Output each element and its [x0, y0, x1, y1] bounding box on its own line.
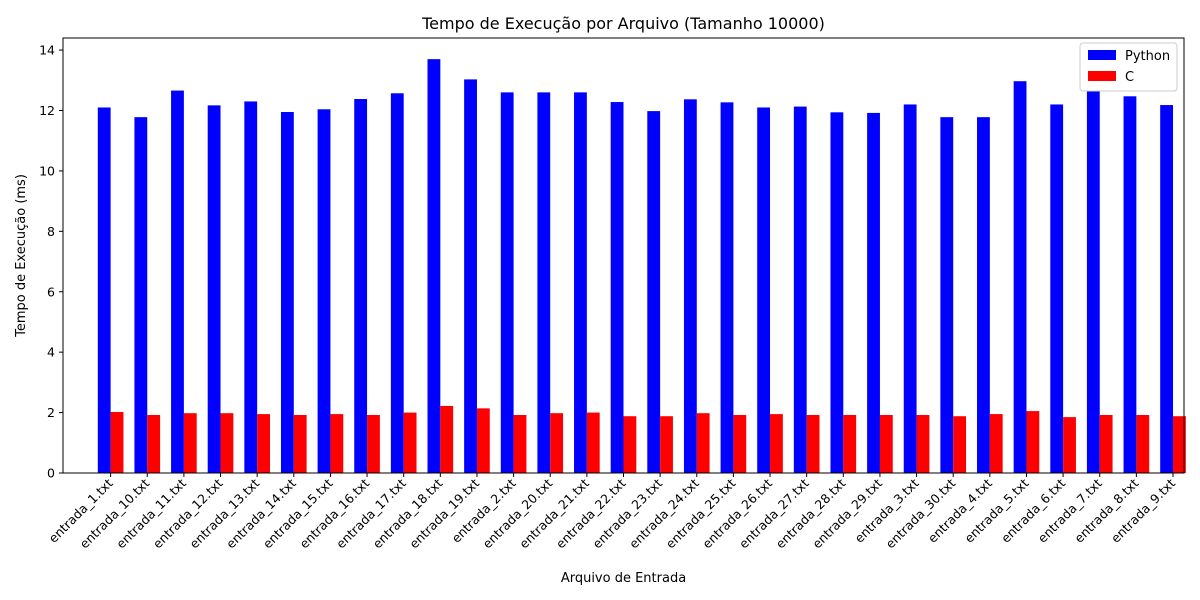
x-tick-label: entrada_6.txt — [998, 475, 1068, 545]
x-tick-label: entrada_5.txt — [961, 475, 1031, 545]
bar-python-4 — [207, 105, 221, 474]
bar-python-23 — [903, 104, 917, 474]
y-tick-label: 4 — [47, 345, 55, 360]
bar-c-1 — [110, 411, 124, 473]
x-tick-label: entrada_2.txt — [449, 475, 519, 545]
legend-swatch-python — [1088, 50, 1116, 60]
legend-label-c: C — [1125, 70, 1134, 85]
bar-c-29 — [1136, 415, 1150, 473]
bar-python-28 — [1086, 85, 1100, 473]
bar-c-15 — [623, 416, 637, 473]
bar-c-17 — [696, 413, 710, 473]
bar-python-1 — [97, 107, 111, 473]
bar-c-10 — [440, 405, 454, 473]
bar-python-18 — [720, 102, 734, 473]
bar-c-13 — [550, 413, 564, 473]
bar-python-25 — [977, 117, 990, 474]
bar-python-8 — [354, 99, 368, 474]
x-axis-label: Arquivo de Entrada — [561, 571, 686, 586]
bar-python-13 — [537, 92, 551, 474]
bar-c-30 — [1173, 416, 1186, 473]
y-tick-label: 10 — [39, 163, 55, 178]
bar-python-10 — [427, 59, 441, 474]
bar-c-25 — [989, 414, 1003, 473]
bar-c-11 — [476, 408, 490, 473]
bar-python-29 — [1123, 96, 1137, 474]
bar-c-2 — [147, 415, 161, 473]
bar-python-27 — [1050, 104, 1064, 474]
bar-python-16 — [647, 111, 661, 473]
bar-python-15 — [610, 102, 624, 473]
bar-c-5 — [257, 414, 270, 473]
y-tick-label: 2 — [47, 405, 55, 420]
bar-c-6 — [293, 415, 307, 473]
legend: Python C — [1079, 42, 1178, 92]
legend-swatch-c — [1088, 71, 1116, 81]
legend-label-python: Python — [1125, 49, 1170, 64]
bar-python-9 — [390, 93, 404, 473]
bar-c-24 — [953, 416, 967, 473]
x-tick-label: entrada_9.txt — [1108, 475, 1178, 545]
bar-python-7 — [317, 109, 331, 473]
bar-c-28 — [1099, 415, 1113, 473]
bar-c-21 — [843, 415, 857, 473]
x-tick-label: entrada_7.txt — [1035, 475, 1105, 545]
x-axis-ticks: entrada_1.txtentrada_10.txtentrada_11.tx… — [46, 473, 1178, 551]
x-tick-label: entrada_4.txt — [925, 475, 995, 545]
bar-python-20 — [793, 106, 807, 473]
y-tick-label: 12 — [39, 103, 55, 118]
bar-python-11 — [464, 79, 477, 473]
bar-c-22 — [879, 415, 893, 473]
bar-c-12 — [513, 415, 527, 473]
y-tick-label: 0 — [47, 466, 55, 481]
plot-area — [62, 37, 1186, 474]
x-tick-label: entrada_1.txt — [46, 475, 116, 545]
bar-c-8 — [367, 415, 380, 473]
bar-c-7 — [330, 414, 344, 473]
bar-c-19 — [770, 414, 783, 473]
bar-c-9 — [403, 412, 417, 473]
bar-python-22 — [867, 112, 880, 474]
bar-c-16 — [660, 416, 673, 473]
bar-python-30 — [1160, 105, 1174, 473]
bar-c-3 — [183, 413, 197, 473]
bar-python-12 — [500, 92, 514, 474]
y-axis-label: Tempo de Execução (ms) — [14, 174, 29, 338]
y-tick-label: 14 — [39, 43, 55, 58]
bar-c-4 — [220, 413, 234, 473]
y-axis-ticks: 0 2 4 6 8 10 12 14 — [39, 43, 63, 481]
bar-c-27 — [1063, 417, 1076, 473]
bar-python-17 — [683, 99, 697, 473]
bar-c-26 — [1026, 411, 1040, 473]
chart-title: Tempo de Execução por Arquivo (Tamanho 1… — [421, 14, 825, 33]
bar-python-26 — [1013, 81, 1027, 473]
bar-python-21 — [830, 112, 844, 473]
x-tick-label: entrada_8.txt — [1071, 475, 1141, 545]
bar-python-5 — [244, 101, 258, 473]
bar-python-19 — [757, 107, 771, 473]
y-tick-label: 6 — [47, 284, 55, 299]
bar-c-18 — [733, 415, 747, 473]
bar-python-2 — [134, 117, 148, 474]
bar-python-14 — [574, 92, 587, 474]
bar-python-3 — [171, 90, 184, 473]
bar-c-14 — [586, 412, 600, 473]
bar-python-24 — [940, 117, 954, 474]
y-tick-label: 8 — [47, 224, 55, 239]
x-tick-label: entrada_3.txt — [851, 475, 921, 545]
bar-c-23 — [916, 415, 930, 473]
bar-c-20 — [806, 415, 820, 473]
bar-python-6 — [280, 112, 294, 473]
